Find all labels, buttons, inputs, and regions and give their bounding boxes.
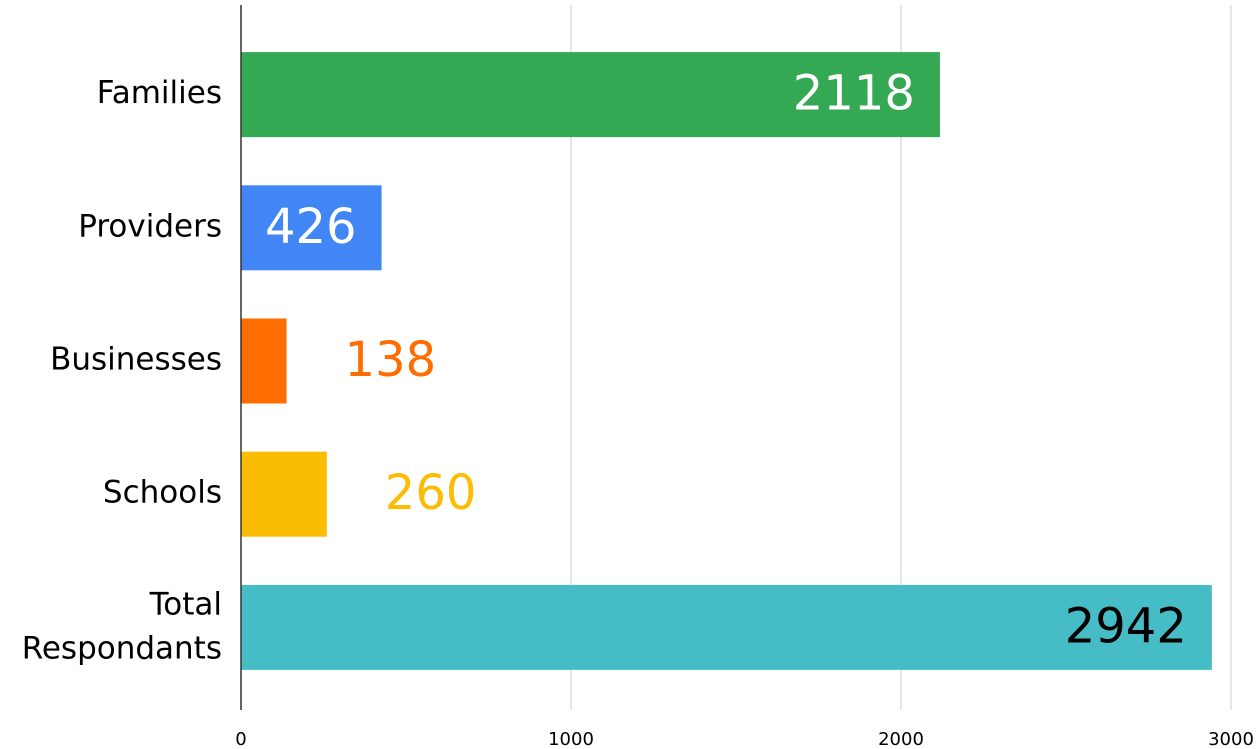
category-label: Providers [78,208,222,244]
x-tick-label: 0 [235,729,246,749]
bar [241,584,1212,670]
bar [241,52,940,138]
category-label: Total Respondants [22,586,222,666]
category-label: Businesses [50,342,222,378]
value-label: 138 [345,332,437,388]
value-label: 2118 [793,66,915,122]
value-label: 260 [385,465,477,521]
x-tick-label: 2000 [878,729,924,749]
x-tick-label: 3000 [1208,729,1254,749]
bar [241,318,287,404]
value-label: 426 [265,199,357,255]
category-label: Schools [103,475,222,511]
x-tick-label: 1000 [548,729,594,749]
bar [241,185,382,271]
bar [241,451,327,537]
value-label: 2942 [1065,598,1187,654]
category-label: Families [97,75,222,111]
